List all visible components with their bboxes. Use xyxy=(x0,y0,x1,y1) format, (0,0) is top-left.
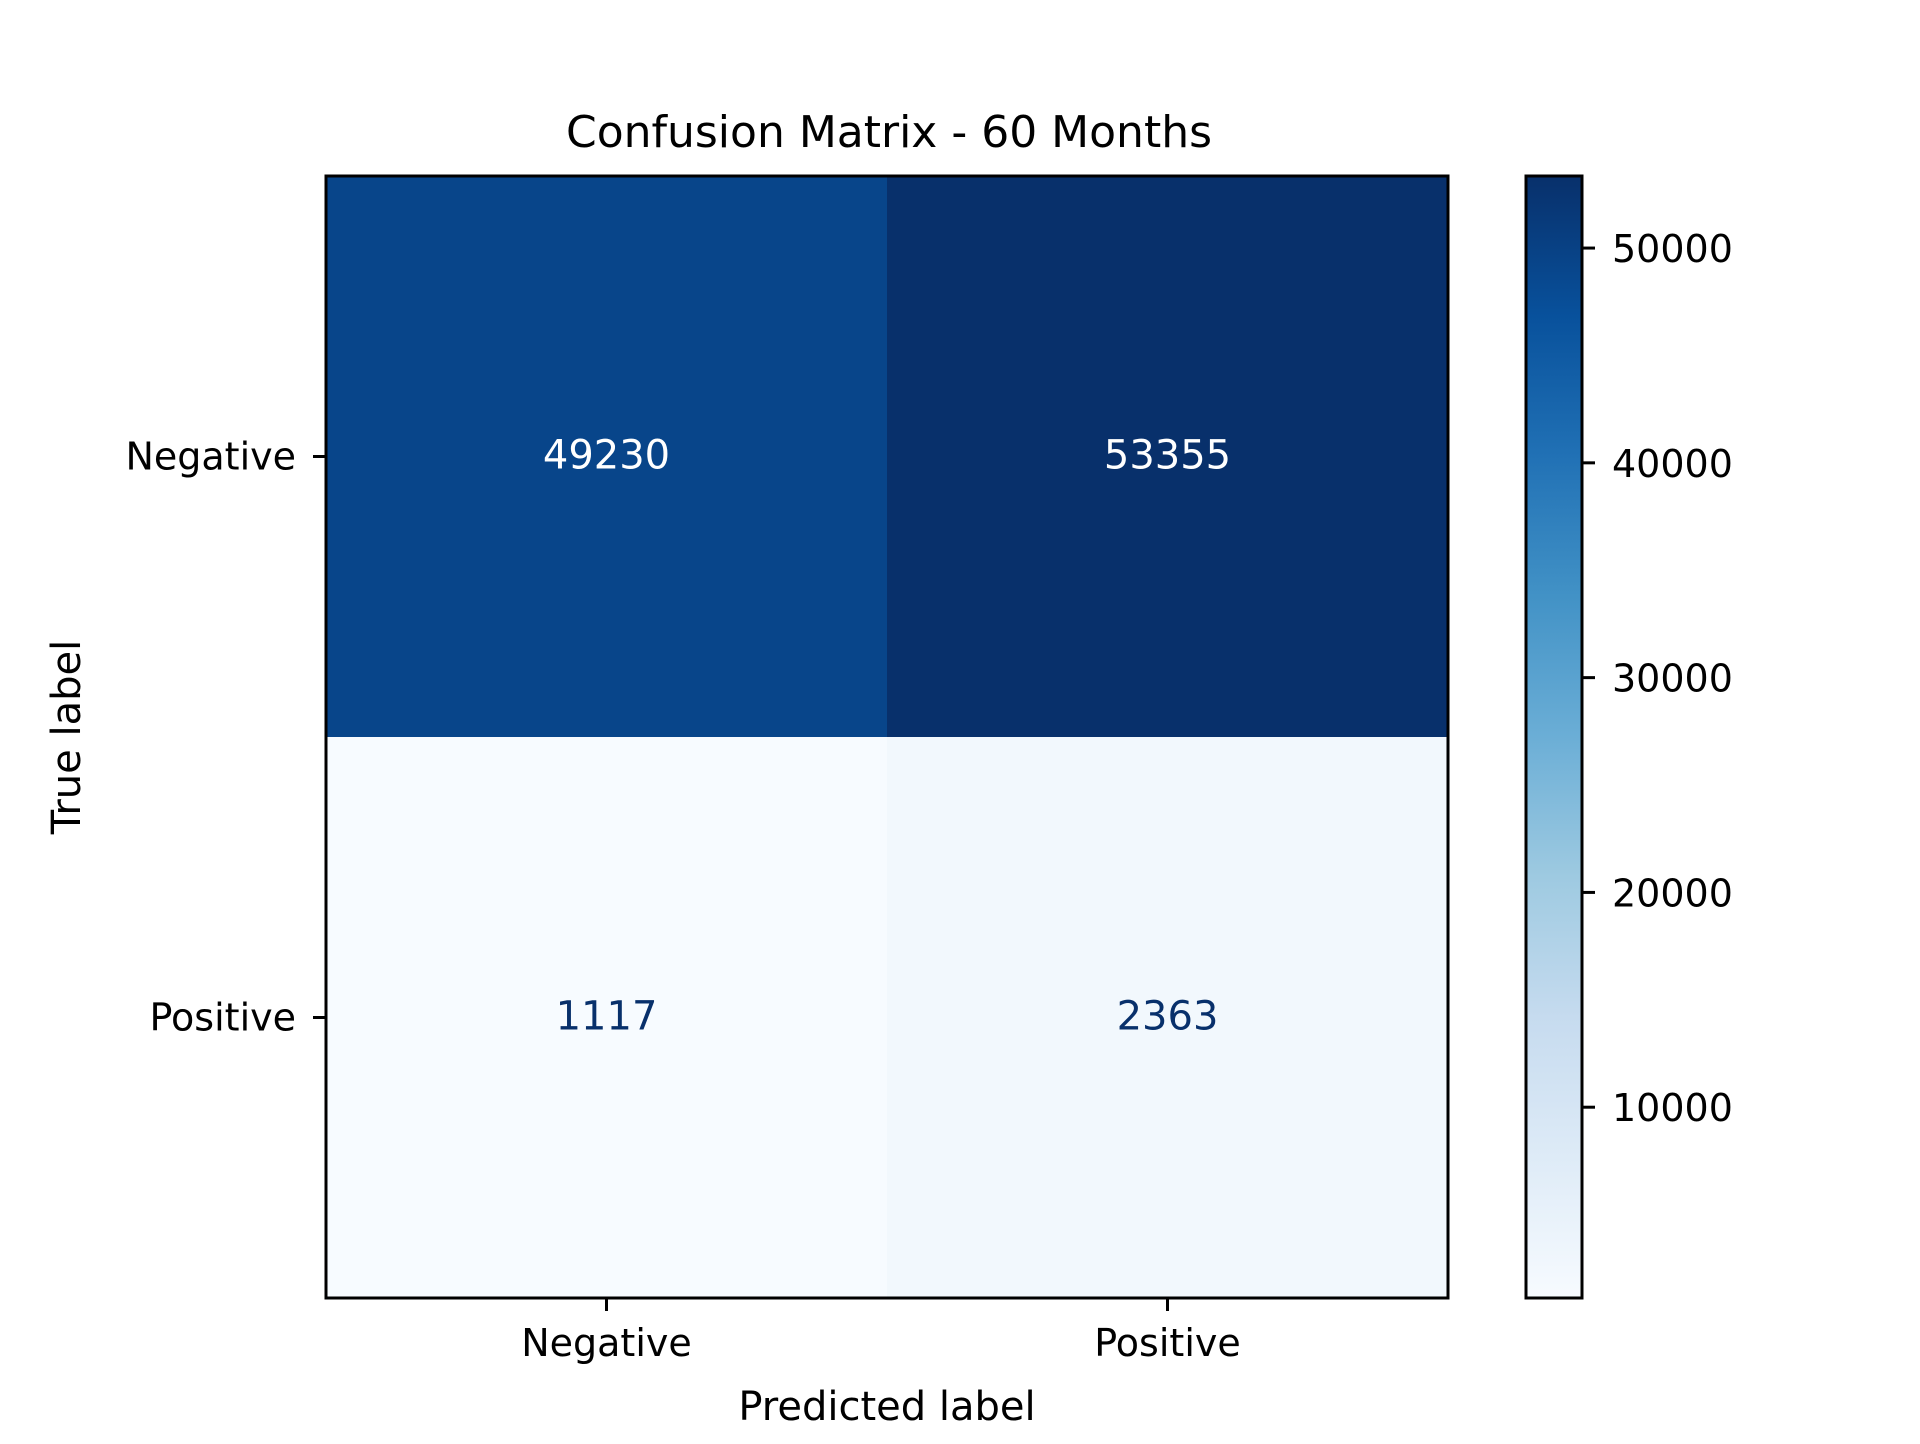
x-tick-label-0: Negative xyxy=(521,1321,692,1365)
x-axis-label: Predicted label xyxy=(738,1384,1035,1430)
y-axis-ticks: Negative Positive xyxy=(125,435,326,1040)
colorbar-ticks: 10000 20000 30000 40000 50000 xyxy=(1582,227,1733,1130)
matrix-cell-r0-c0 xyxy=(326,176,887,737)
matrix-value-labels: 49230 53355 1117 2363 xyxy=(543,433,1231,1040)
matrix-cell-r1-c0 xyxy=(326,737,887,1298)
chart-title: Confusion Matrix - 60 Months xyxy=(566,107,1212,158)
x-axis-ticks: Negative Positive xyxy=(521,1298,1241,1365)
colorbar-tick-label-3: 40000 xyxy=(1612,442,1733,486)
cell-value-r0-c0: 49230 xyxy=(543,433,670,479)
y-axis-label: True label xyxy=(44,640,90,835)
colorbar-tick-label-0: 10000 xyxy=(1612,1086,1733,1130)
y-tick-label-0: Negative xyxy=(125,435,296,479)
x-tick-label-1: Positive xyxy=(1094,1321,1241,1365)
cell-value-r1-c1: 2363 xyxy=(1117,994,1219,1040)
matrix-cell-r0-c1 xyxy=(887,176,1448,737)
plot-frame xyxy=(324,174,1450,1300)
y-tick-label-1: Positive xyxy=(150,996,297,1040)
cell-value-r0-c1: 53355 xyxy=(1104,433,1231,479)
matrix-cells xyxy=(326,176,1448,1298)
cell-value-r1-c0: 1117 xyxy=(556,994,658,1040)
matrix-cell-r1-c1 xyxy=(887,737,1448,1298)
colorbar-tick-label-4: 50000 xyxy=(1612,227,1733,271)
colorbar-tick-label-2: 30000 xyxy=(1612,657,1733,701)
colorbar xyxy=(1524,174,1584,1300)
colorbar-tick-label-1: 20000 xyxy=(1612,871,1733,915)
